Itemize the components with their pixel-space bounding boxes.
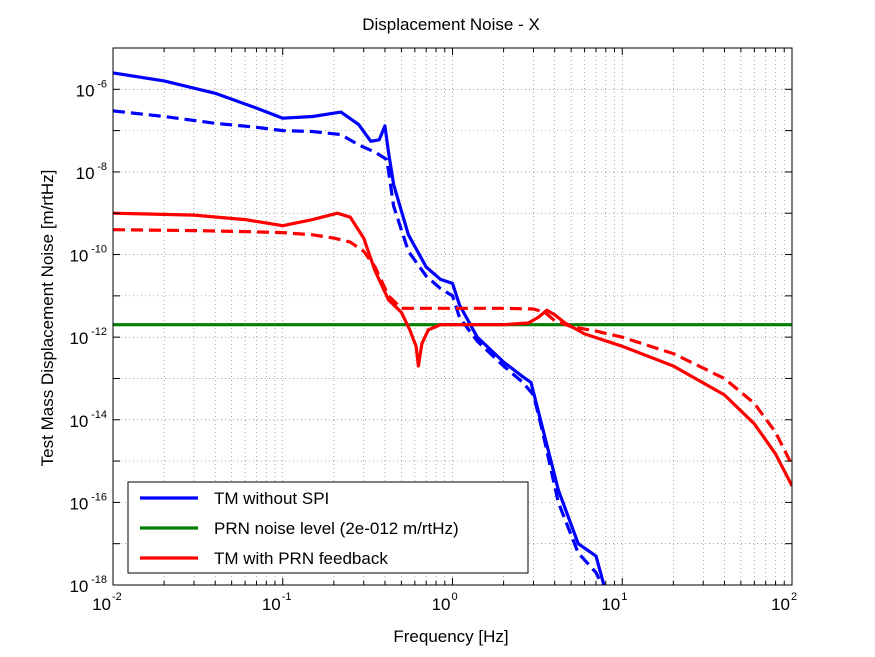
y-axis-label: Test Mass Displacement Noise [m/rtHz] [38,170,57,467]
legend-label: TM with PRN feedback [214,549,388,568]
legend-label: TM without SPI [214,489,329,508]
legend: TM without SPI PRN noise level (2e-012 m/… [127,481,529,574]
y-tick-label-base: 10 [69,247,88,266]
legend-entry: TM with PRN feedback [140,549,388,568]
grid-lines [113,48,792,585]
series-dashed-1-line [113,109,604,585]
x-tick-label-base: 10 [432,595,451,614]
legend-label: PRN noise level (2e-012 m/rtHz) [214,519,459,538]
x-tick-label-exponent: 0 [452,591,458,603]
series-lines [113,71,792,585]
legend-entry: PRN noise level (2e-012 m/rtHz) [140,519,459,538]
chart-title: Displacement Noise - X [362,15,540,34]
y-tick-label-base: 10 [76,81,95,100]
x-tick-label-exponent: 1 [621,591,627,603]
x-tick-label-exponent: -2 [112,591,122,603]
y-tick-label-base: 10 [69,412,88,431]
y-tick-label-exponent: -12 [91,326,107,338]
x-tick-label-base: 10 [601,595,620,614]
y-tick-label-exponent: -14 [91,409,107,421]
x-tick-label-exponent: -1 [282,591,292,603]
x-tick-label: 10 -2 [92,591,122,614]
y-tick-label-exponent: -16 [91,491,107,503]
x-tick-labels: 10 -2 10 -1 10 0 10 1 10 2 [92,591,797,614]
axis-ticks [112,47,793,586]
y-tick-label-base: 10 [69,577,88,596]
x-tick-label-base: 10 [262,595,281,614]
y-tick-label: -810 [76,161,107,183]
y-tick-label-base: 10 [69,329,88,348]
x-axis-label: Frequency [Hz] [393,627,508,646]
x-tick-label-base: 10 [771,595,790,614]
y-tick-label: -610 [76,78,107,100]
y-tick-label-base: 10 [69,494,88,513]
x-tick-label: 10 2 [771,591,797,614]
y-tick-label-exponent: -10 [91,244,107,256]
x-tick-label: 10 0 [432,591,458,614]
x-tick-label: 10 1 [601,591,627,614]
x-tick-label: 10 -1 [262,591,292,614]
y-tick-label-base: 10 [76,164,95,183]
x-tick-label-exponent: 2 [791,591,797,603]
series-tm-with-prn-feedback-line [113,211,792,487]
y-tick-label-exponent: -18 [91,574,107,586]
legend-entry: TM without SPI [140,489,329,508]
x-tick-label-base: 10 [92,595,111,614]
y-tick-label-exponent: -8 [97,161,107,173]
series-dashed-4-line [113,228,792,466]
y-tick-label-exponent: -6 [97,78,107,90]
